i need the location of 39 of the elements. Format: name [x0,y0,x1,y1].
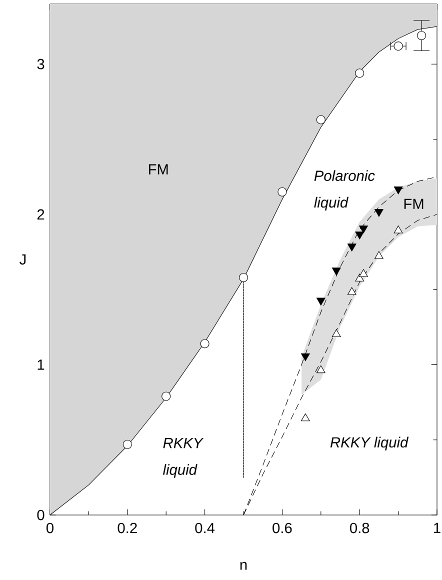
annotation: Polaronic liquid [314,170,375,211]
x-tick-label: 0.8 [350,522,370,534]
point [316,115,326,124]
point [374,251,384,259]
point [347,244,356,252]
point [355,232,364,240]
point [394,186,403,194]
point [332,329,341,338]
x-tick-label: 1 [434,522,440,533]
y-tick-label: 3 [37,58,44,70]
annotation: RKKY liquid [330,436,409,450]
point [332,268,341,276]
point [374,209,384,217]
y-tick-label: 0 [37,510,44,520]
point [359,269,368,277]
point [162,392,171,401]
point [347,287,356,295]
point [301,353,310,362]
point [355,68,364,78]
x-tick-label: 0 [46,522,54,534]
point [301,413,310,422]
annotation: RKKY liquid [162,438,204,478]
x-tick-label: 0.4 [195,522,215,534]
point [359,226,368,234]
point [316,298,326,306]
point [316,365,326,374]
point [238,272,248,282]
point [394,226,403,234]
x-tick-label: 0.6 [272,522,292,534]
y-tick-label: 1 [38,360,44,370]
annotation: FM [404,198,424,209]
point [200,339,210,348]
point [278,187,287,196]
x-tick-label: 0.2 [118,522,137,534]
x-axis-title: n [240,562,247,570]
y-tick-label: 2 [37,209,44,220]
y-axis-title: J [20,254,26,265]
point [122,440,132,449]
annotation: FM [148,164,168,174]
